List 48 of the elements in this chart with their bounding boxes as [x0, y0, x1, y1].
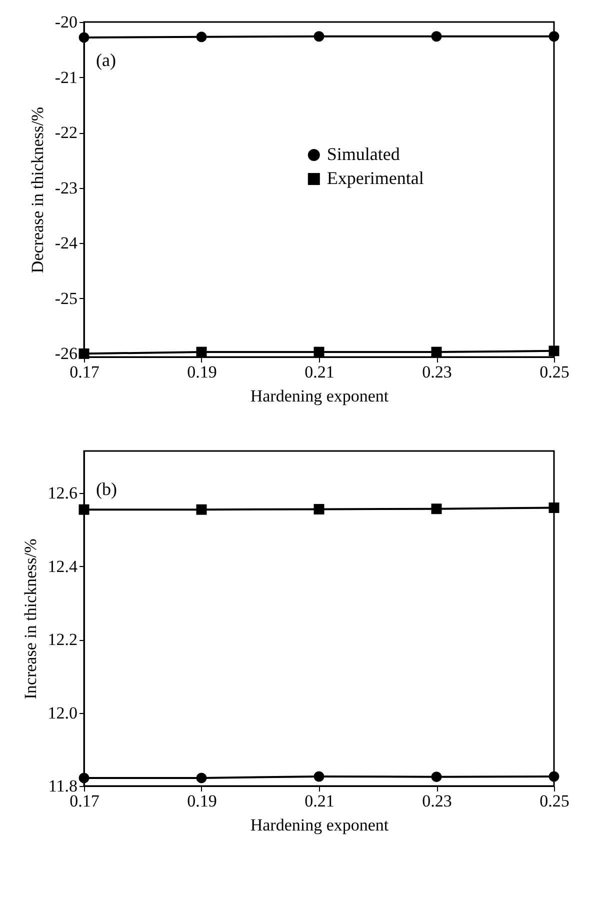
y-axis-title: Decrease in thickness/% — [28, 106, 47, 274]
y-tick-label: -20 — [54, 12, 78, 32]
point — [548, 31, 560, 42]
legend-label: Experimental — [326, 168, 424, 188]
legend-label: Simulated — [326, 144, 400, 164]
point — [196, 772, 207, 784]
point — [314, 31, 324, 42]
point — [548, 346, 560, 356]
point — [78, 32, 90, 43]
point — [314, 771, 324, 782]
point — [196, 346, 207, 358]
point — [548, 771, 560, 782]
x-tick-label: 0.19 — [187, 792, 217, 810]
annotation: (a) — [96, 50, 116, 70]
y-tick-label: -23 — [54, 178, 78, 198]
point — [78, 504, 90, 515]
point — [431, 31, 442, 42]
x-axis-title: Hardening exponent — [250, 386, 389, 406]
y-tick-label: -26 — [54, 344, 78, 364]
point — [78, 772, 90, 784]
point — [196, 32, 207, 42]
x-tick-label: 0.21 — [304, 792, 334, 810]
x-tick-label: 0.23 — [422, 362, 452, 382]
y-tick-label: 12.2 — [48, 630, 78, 650]
y-tick-label: -25 — [54, 288, 78, 308]
y-tick-label: 12.4 — [48, 556, 78, 576]
point — [431, 346, 442, 358]
y-tick-label: 12.0 — [48, 703, 78, 722]
y-tick-label: -21 — [54, 68, 78, 87]
y-tick-label: -24 — [54, 234, 78, 253]
y-tick-label: -22 — [54, 123, 78, 142]
x-tick-label: 0.25 — [540, 792, 570, 810]
point — [431, 772, 442, 782]
point — [431, 504, 442, 514]
x-axis-title: Hardening exponent — [250, 816, 389, 834]
point — [78, 348, 90, 359]
y-axis-title: Increase in thickness/% — [20, 538, 40, 700]
point — [314, 504, 324, 514]
point — [196, 504, 207, 515]
x-tick-label: 0.17 — [70, 362, 100, 382]
x-tick-label: 0.23 — [422, 792, 452, 810]
point — [314, 346, 324, 358]
annotation: (b) — [96, 479, 117, 499]
x-tick-label: 0.19 — [187, 362, 217, 382]
x-tick-label: 0.25 — [540, 362, 570, 382]
y-tick-label: 12.6 — [48, 484, 78, 503]
x-tick-label: 0.21 — [304, 362, 334, 382]
point — [548, 502, 560, 513]
